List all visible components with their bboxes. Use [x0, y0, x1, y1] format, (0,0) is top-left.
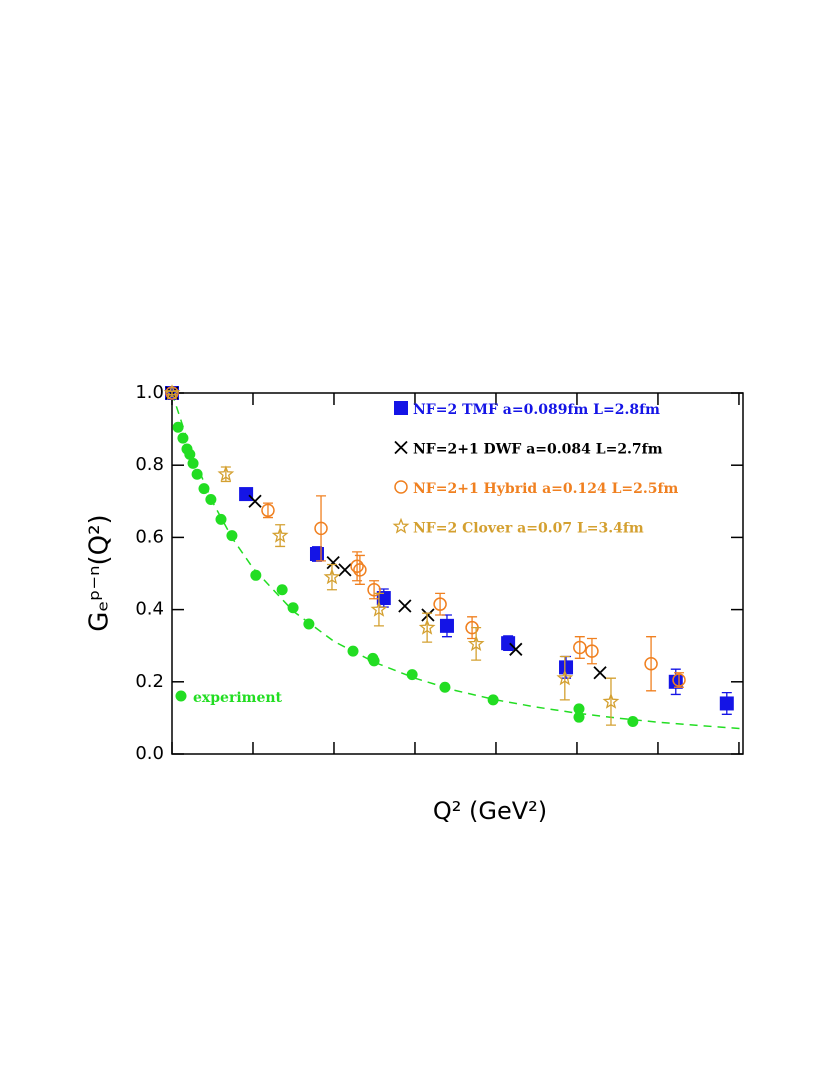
dot-marker [368, 655, 380, 667]
error-bar [674, 672, 685, 688]
y-tick-label: 0.0 [135, 743, 164, 764]
legend-label: NF=2+1 Hybrid a=0.124 L=2.5fm [413, 481, 679, 497]
star-marker [467, 635, 485, 652]
error-bar [262, 502, 273, 519]
error-bar [586, 637, 597, 665]
dot-marker [205, 493, 217, 505]
star-marker [163, 384, 181, 401]
dot-marker [439, 681, 451, 693]
circle-marker [367, 582, 381, 597]
dot-marker [198, 483, 210, 495]
dot-marker [627, 716, 639, 728]
error-bar [435, 592, 446, 616]
circle-marker [261, 503, 275, 518]
cross-marker [509, 642, 523, 656]
dot-marker [191, 468, 203, 480]
y-axis-label: Gₑᵖ⁻ⁿ(Q²) [85, 514, 115, 631]
dot-marker [226, 530, 238, 542]
square-marker [394, 401, 408, 415]
error-bar [605, 677, 616, 726]
y-tick-label: 0.2 [135, 671, 164, 692]
x-axis-label: Q² (GeV²) [433, 797, 547, 825]
star-marker [217, 465, 235, 482]
square-marker [239, 487, 254, 502]
cross-marker [338, 563, 352, 577]
cross-marker [593, 666, 607, 680]
error-bar [373, 592, 384, 627]
dot-marker [303, 618, 315, 630]
dot-marker [487, 694, 499, 706]
circle-marker [350, 559, 364, 574]
error-bar [559, 655, 570, 701]
dot-marker [215, 513, 227, 525]
error-bar [316, 495, 327, 562]
dot-marker [175, 690, 187, 702]
dot-marker [172, 421, 184, 433]
cross-marker [398, 599, 412, 613]
dot-marker [573, 711, 585, 723]
circle-marker [573, 640, 587, 655]
star-marker [370, 600, 388, 617]
square-marker [376, 591, 391, 606]
y-tick-label: 0.4 [135, 599, 164, 620]
dot-marker [250, 569, 262, 581]
dot-marker [573, 703, 585, 715]
y-tick-label: 0.6 [135, 526, 164, 547]
circle-marker [644, 657, 658, 671]
circle-marker [394, 480, 408, 494]
dot-marker [177, 432, 189, 444]
dot-marker [347, 645, 359, 657]
error-bar [574, 636, 585, 659]
circle-marker [353, 563, 367, 577]
y-tick-label: 0.8 [135, 454, 164, 475]
cross-marker [248, 494, 262, 508]
dot-marker [184, 448, 196, 460]
square-marker [559, 660, 574, 675]
cross-marker [394, 440, 408, 455]
error-bar [471, 627, 482, 661]
square-marker [719, 696, 734, 711]
star-marker [418, 618, 436, 635]
dot-marker [287, 602, 299, 614]
legend-label: NF=2 Clover a=0.07 L=3.4fm [413, 521, 644, 537]
plot-frame [171, 392, 744, 755]
error-bar [422, 612, 433, 643]
cross-marker [421, 608, 435, 622]
star-marker [392, 517, 410, 534]
dot-marker [276, 584, 288, 596]
circle-marker [314, 521, 328, 536]
y-tick-label: 1.0 [135, 382, 164, 403]
error-bar [646, 636, 657, 692]
legend-label: NF=2 TMF a=0.089fm L=2.8fm [413, 402, 660, 418]
square-marker [439, 618, 454, 633]
square-marker [309, 547, 324, 562]
dot-marker [187, 457, 199, 469]
star-marker [271, 526, 289, 543]
circle-marker [672, 673, 686, 687]
cross-marker [326, 556, 340, 570]
legend-label: NF=2+1 DWF a=0.084 L=2.7fm [413, 442, 663, 458]
legend-label: experiment [193, 690, 283, 706]
circle-marker [585, 644, 599, 658]
square-marker [501, 636, 516, 651]
circle-marker [433, 597, 447, 611]
dot-marker [406, 669, 418, 681]
star-marker [602, 692, 620, 709]
star-marker [323, 568, 341, 585]
star-marker [556, 669, 574, 686]
error-bar [354, 554, 365, 585]
